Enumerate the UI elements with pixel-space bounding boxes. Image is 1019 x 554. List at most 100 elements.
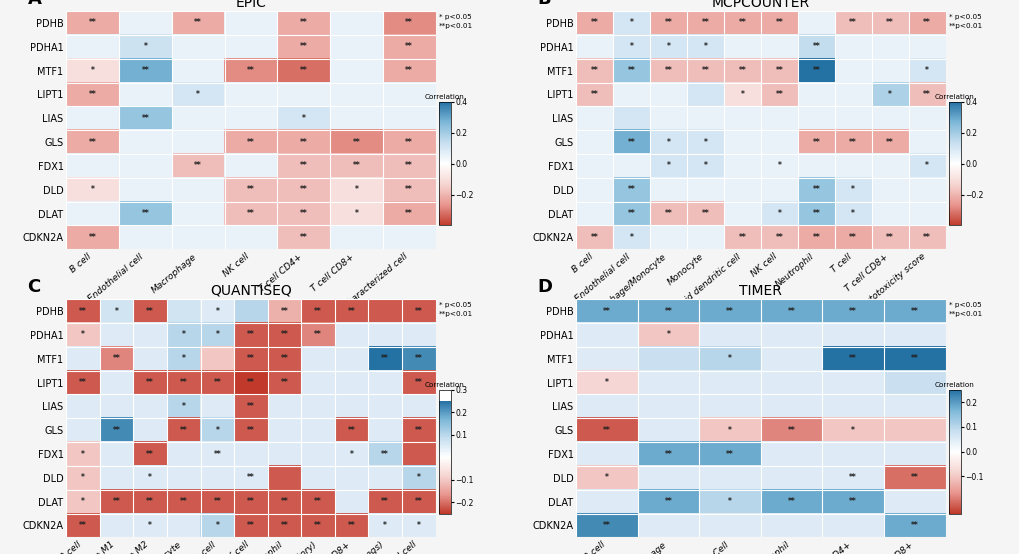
Text: **: ** [849, 306, 856, 316]
Title: Correlation: Correlation [934, 382, 973, 388]
Text: **: ** [590, 233, 598, 242]
Title: Correlation: Correlation [425, 94, 464, 100]
Text: **: ** [213, 378, 221, 387]
Text: *: * [181, 354, 185, 363]
Text: **: ** [405, 161, 413, 171]
Text: **: ** [726, 449, 734, 459]
Text: **: ** [405, 137, 413, 147]
Text: **: ** [113, 497, 120, 506]
Text: **: ** [738, 18, 746, 28]
Text: **: ** [664, 18, 672, 28]
Text: **: ** [314, 330, 322, 340]
Text: **: ** [849, 233, 856, 242]
Text: **: ** [849, 18, 856, 28]
Text: **: ** [353, 137, 360, 147]
Text: **: ** [79, 306, 87, 316]
Text: **: ** [247, 497, 255, 506]
Text: **: ** [664, 66, 672, 75]
Text: **: ** [300, 161, 308, 171]
Text: *: * [350, 449, 354, 459]
Text: *: * [851, 185, 854, 194]
Text: *: * [114, 306, 118, 316]
Text: **: ** [146, 378, 154, 387]
Text: **: ** [774, 90, 783, 99]
Text: **: ** [194, 18, 202, 28]
Text: **: ** [602, 306, 610, 316]
Text: **: ** [146, 449, 154, 459]
Text: *: * [215, 521, 219, 530]
Title: QUANTISEQ: QUANTISEQ [210, 284, 291, 298]
Text: **: ** [179, 425, 187, 435]
Text: *: * [776, 161, 781, 171]
Text: *: * [703, 161, 707, 171]
Text: **: ** [812, 185, 819, 194]
Text: **: ** [300, 18, 308, 28]
Text: **: ** [142, 66, 149, 75]
Text: D: D [537, 279, 552, 296]
Title: TIMER: TIMER [739, 284, 782, 298]
Text: **: ** [405, 42, 413, 52]
Text: *: * [728, 497, 732, 506]
Text: **: ** [774, 18, 783, 28]
Text: *: * [148, 473, 152, 483]
Text: *: * [215, 330, 219, 340]
Text: * p<0.05: * p<0.05 [948, 14, 980, 20]
Text: **: ** [602, 521, 610, 530]
Text: **: ** [910, 473, 918, 483]
Text: **: ** [726, 306, 734, 316]
Text: *: * [82, 449, 85, 459]
Text: **: ** [280, 521, 288, 530]
Text: **: ** [701, 18, 708, 28]
Text: *: * [703, 137, 707, 147]
Text: **: ** [602, 425, 610, 435]
Text: **p<0.01: **p<0.01 [948, 23, 981, 29]
Text: B: B [537, 0, 550, 8]
Text: **: ** [774, 66, 783, 75]
Text: **: ** [247, 137, 255, 147]
Text: **: ** [910, 521, 918, 530]
Text: **: ** [247, 378, 255, 387]
Text: *: * [703, 42, 707, 52]
Text: *: * [851, 425, 854, 435]
Text: **: ** [886, 233, 893, 242]
Title: MCPCOUNTER: MCPCOUNTER [711, 0, 809, 10]
Text: **: ** [113, 425, 120, 435]
Text: **: ** [787, 497, 795, 506]
Text: **: ** [922, 233, 930, 242]
Text: * p<0.05: * p<0.05 [948, 302, 980, 308]
Text: **: ** [738, 233, 746, 242]
Text: *: * [82, 473, 85, 483]
Text: **: ** [247, 185, 255, 194]
Text: **: ** [300, 209, 308, 218]
Text: **: ** [922, 90, 930, 99]
Text: *: * [302, 114, 306, 123]
Text: **: ** [812, 233, 819, 242]
Text: **: ** [910, 306, 918, 316]
Text: **: ** [247, 66, 255, 75]
Text: *: * [82, 330, 85, 340]
Text: **: ** [353, 161, 360, 171]
Text: **: ** [628, 209, 635, 218]
Text: *: * [888, 90, 892, 99]
Text: **: ** [89, 233, 97, 242]
Title: Correlation: Correlation [425, 382, 464, 388]
Text: **: ** [628, 137, 635, 147]
Text: *: * [144, 42, 147, 52]
Text: **p<0.01: **p<0.01 [438, 311, 472, 317]
Text: *: * [215, 306, 219, 316]
Text: *: * [728, 354, 732, 363]
Text: **: ** [774, 233, 783, 242]
Text: **: ** [247, 402, 255, 411]
Text: **: ** [590, 66, 598, 75]
Text: *: * [666, 137, 669, 147]
Text: **: ** [113, 354, 120, 363]
Text: **: ** [590, 90, 598, 99]
Text: **: ** [415, 497, 422, 506]
Text: **: ** [664, 497, 672, 506]
Text: **: ** [347, 521, 356, 530]
Text: **: ** [701, 209, 708, 218]
Text: **: ** [812, 209, 819, 218]
Text: **: ** [89, 18, 97, 28]
Text: **: ** [886, 18, 893, 28]
Text: *: * [82, 497, 85, 506]
